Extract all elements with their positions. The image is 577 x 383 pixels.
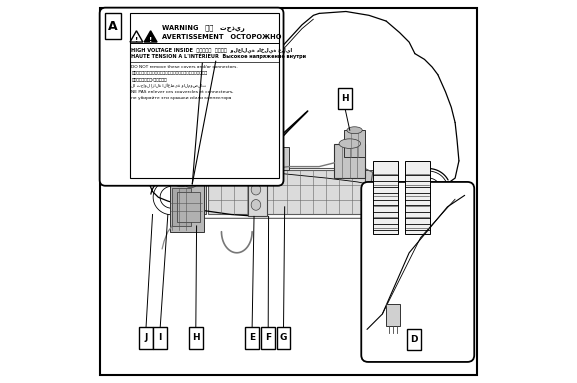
Text: A: A [108, 20, 118, 33]
Ellipse shape [347, 127, 362, 134]
Text: !: ! [149, 37, 152, 43]
Text: 不要拆卸此盖子和/或连接器。: 不要拆卸此盖子和/或连接器。 [132, 77, 167, 81]
Bar [248, 172, 267, 216]
Text: J: J [144, 334, 148, 342]
Bar [153, 327, 167, 349]
Text: HIGH VOLTAGE INSIDE  内部高電圧  内燃電圧  ولعالية داخلية عليا: HIGH VOLTAGE INSIDE 内部高電圧 内燃電圧 ولعالية د… [132, 47, 293, 53]
Ellipse shape [251, 200, 261, 210]
Bar [344, 130, 365, 157]
Bar [245, 327, 259, 349]
Ellipse shape [174, 177, 189, 187]
Bar [178, 192, 200, 222]
Text: B: B [237, 140, 244, 149]
Text: I: I [159, 334, 162, 342]
Text: لا تحاول إزالة الأغطية والموصلات: لا تحاول إزالة الأغطية والموصلات [132, 83, 207, 88]
Ellipse shape [251, 184, 261, 195]
Text: не убирайте эти крышки и/или коннектора: не убирайте эти крышки и/или коннектора [132, 96, 232, 100]
Text: NE PAS enlever ces couvercles et connecteurs,: NE PAS enlever ces couvercles et connect… [132, 90, 234, 93]
Text: !: ! [135, 37, 138, 43]
Bar [338, 88, 352, 109]
Text: G: G [280, 334, 287, 342]
Bar [262, 147, 288, 170]
Bar [197, 134, 211, 155]
Bar [276, 327, 290, 349]
Ellipse shape [185, 180, 197, 188]
Text: H: H [342, 94, 349, 103]
Polygon shape [144, 31, 157, 42]
Text: F: F [265, 334, 271, 342]
Bar [261, 327, 275, 349]
Bar [335, 144, 365, 178]
FancyBboxPatch shape [100, 8, 283, 186]
Text: WARNING   警告   تحذير: WARNING 警告 تحذير [162, 25, 245, 31]
Bar [189, 327, 203, 349]
Text: DO NOT remove these covers and/or connectors.: DO NOT remove these covers and/or connec… [132, 65, 238, 69]
Bar [104, 13, 121, 39]
Text: AVERTISSEMENT   ОСТОРОЖНО: AVERTISSEMENT ОСТОРОЖНО [162, 34, 282, 40]
Text: D: D [410, 336, 418, 344]
Bar [208, 170, 365, 214]
Bar [405, 161, 430, 234]
Bar [179, 170, 206, 214]
Text: E: E [249, 334, 255, 342]
Text: C: C [200, 140, 207, 149]
Polygon shape [130, 31, 143, 42]
Bar [407, 329, 421, 350]
Bar [234, 134, 248, 155]
Bar [172, 188, 191, 226]
Bar [365, 170, 380, 214]
FancyBboxPatch shape [361, 182, 474, 362]
Bar [130, 13, 279, 178]
Bar [373, 161, 398, 234]
Text: H: H [192, 334, 200, 342]
Text: HAUTE TENSION A L'INTÉRIEUR  Высокое напряжение внутри: HAUTE TENSION A L'INTÉRIEUR Высокое напр… [132, 53, 306, 59]
Bar [386, 304, 399, 326]
Ellipse shape [339, 139, 361, 149]
Text: このカバーおよびコネクタは絶対に取りはずさないでください。: このカバーおよびコネクタは絶対に取りはずさないでください。 [132, 71, 208, 75]
Bar [139, 327, 153, 349]
Bar [170, 182, 204, 232]
